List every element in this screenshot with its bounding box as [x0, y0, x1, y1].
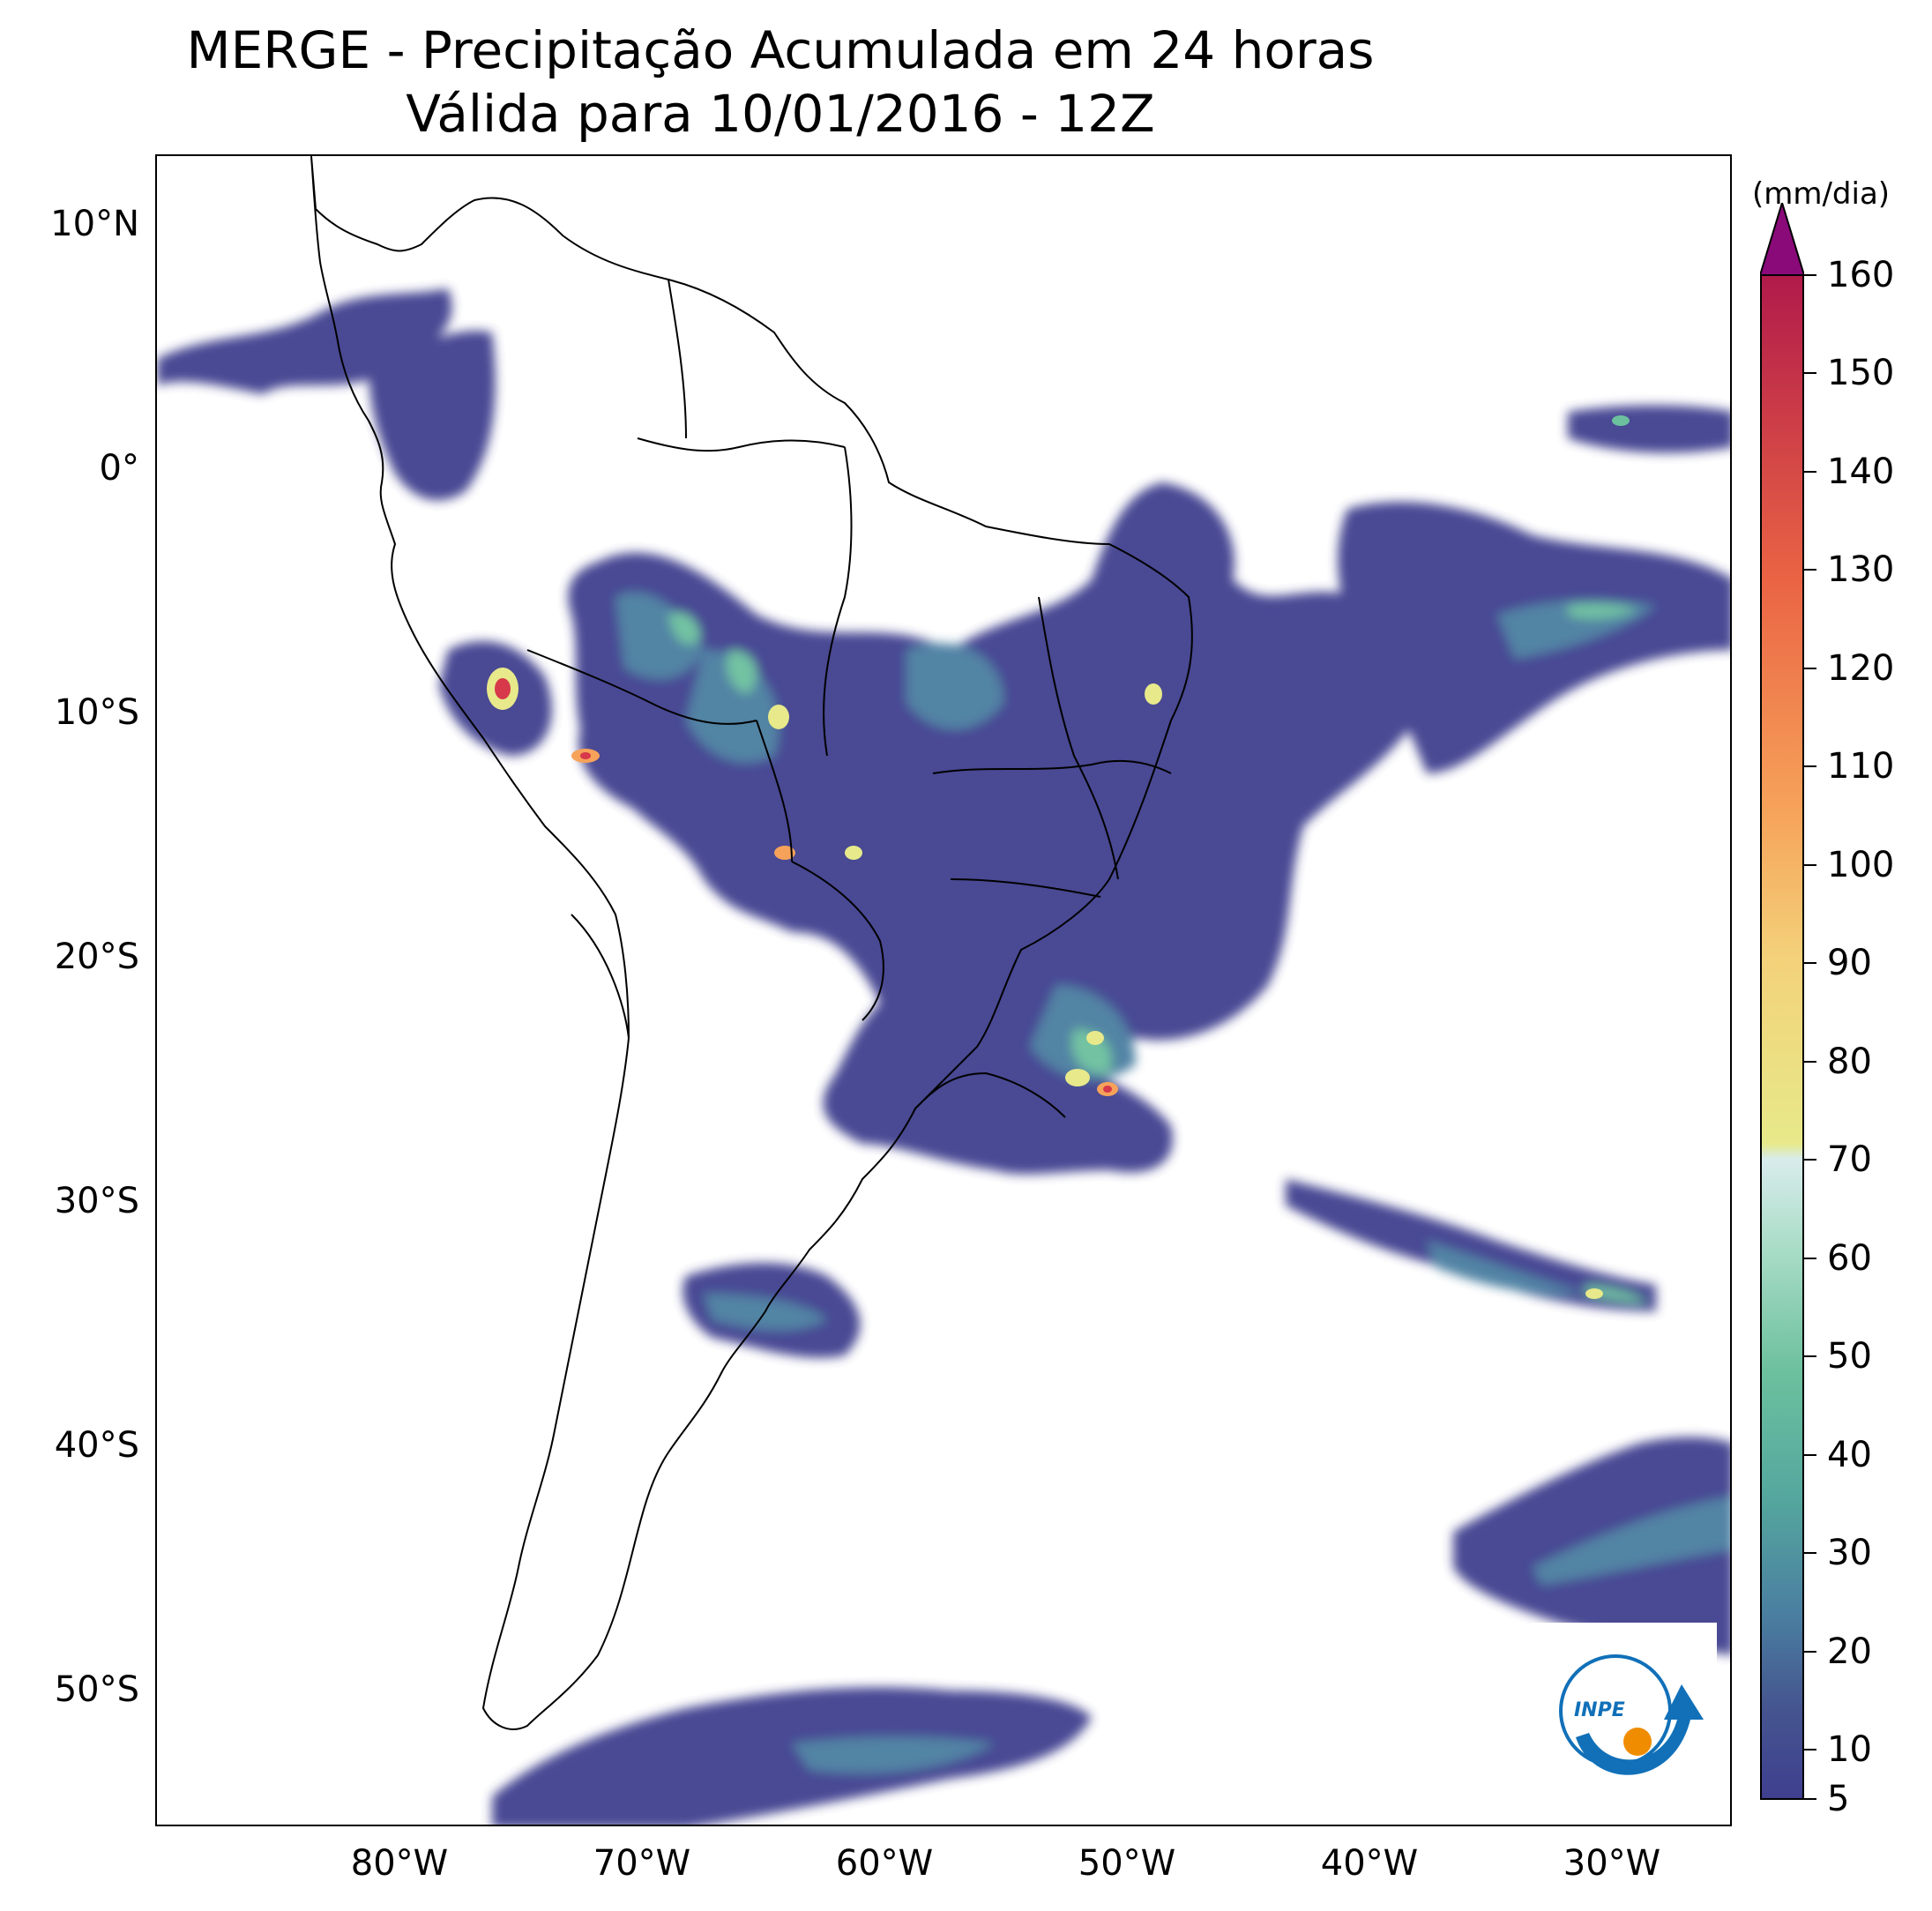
border-line-2	[526, 649, 757, 725]
colorbar-tick-mark	[1804, 1060, 1816, 1063]
colorbar-tick-label: 40	[1827, 1434, 1872, 1475]
border-line-6	[1038, 596, 1119, 880]
colorbar-tick-label: 5	[1827, 1779, 1850, 1819]
border-line-7	[932, 759, 1172, 774]
map-area	[155, 154, 1732, 1826]
inpe-logo: INPE	[1532, 1623, 1717, 1799]
colorbar-tick-mark	[1804, 274, 1816, 276]
lon-label-30w: 30°W	[1563, 1843, 1661, 1884]
lat-label-40s: 40°S	[54, 1425, 139, 1466]
lat-label-50s: 50°S	[54, 1669, 139, 1710]
colorbar-tick-mark	[1804, 1552, 1816, 1555]
colorbar-tick-label: 110	[1827, 746, 1895, 788]
colorbar-tick-label: 150	[1827, 353, 1895, 394]
colorbar-tick-mark	[1804, 1355, 1816, 1358]
colorbar-tick-label: 30	[1827, 1533, 1872, 1574]
colorbar-unit-label: (mm/dia)	[1751, 176, 1891, 212]
colorbar-tick-mark	[1804, 1798, 1816, 1800]
border-line-3	[756, 720, 793, 862]
colorbar-tick-label: 100	[1827, 844, 1895, 885]
colorbar-tick-label: 130	[1827, 549, 1895, 591]
map-title-line1: MERGE - Precipitação Acumulada em 24 hor…	[186, 20, 1375, 80]
colorbar-tick-label: 20	[1827, 1631, 1872, 1672]
rain-area-south-atlantic	[1286, 1179, 1656, 1311]
colorbar-tick-mark	[1804, 372, 1816, 375]
colorbar-tick-label: 140	[1827, 451, 1895, 492]
colorbar-tick-label: 90	[1827, 943, 1872, 984]
colorbar-tick-mark	[1804, 1453, 1816, 1456]
lat-label-30s: 30°S	[54, 1181, 139, 1221]
precipitation-map	[157, 156, 1730, 1825]
colorbar-tick-label: 160	[1827, 255, 1895, 295]
rain-area-southern-ocean	[492, 1687, 1092, 1825]
map-title-line2: Válida para 10/01/2016 - 12Z	[406, 84, 1155, 144]
border-line-9	[823, 446, 853, 757]
colorbar-tick-mark	[1804, 470, 1816, 473]
colorbar-tick-label: 50	[1827, 1336, 1872, 1377]
lon-label-50w: 50°W	[1078, 1843, 1176, 1884]
lon-label-80w: 80°W	[350, 1843, 449, 1884]
coastlines-borders	[310, 156, 1193, 1730]
colorbar-tick-label: 10	[1827, 1729, 1872, 1771]
lon-label-60w: 60°W	[835, 1843, 934, 1884]
border-line-8	[950, 878, 1101, 898]
lon-label-70w: 70°W	[593, 1843, 691, 1884]
colorbar-tick-mark	[1804, 863, 1816, 866]
lat-label-10s: 10°S	[54, 692, 139, 733]
rain-area-colombia	[369, 331, 496, 501]
colorbar	[1760, 203, 1804, 1800]
border-line-11	[571, 914, 630, 1039]
colorbar-gradient	[1760, 274, 1804, 1800]
border-line-1	[637, 437, 846, 452]
lat-label-0: 0°	[99, 448, 139, 489]
inpe-logo-text: INPE	[1574, 1699, 1625, 1721]
colorbar-tick-mark	[1804, 1159, 1816, 1161]
colorbar-tick-mark	[1804, 1650, 1816, 1653]
border-line-4	[791, 861, 884, 1021]
colorbar-tick-mark	[1804, 962, 1816, 965]
continent-outline	[310, 156, 1193, 1730]
colorbar-extend-arrow	[1760, 203, 1804, 276]
colorbar-tick-mark	[1804, 667, 1816, 669]
colorbar-tick-label: 70	[1827, 1139, 1872, 1181]
lon-label-40w: 40°W	[1320, 1843, 1419, 1884]
colorbar-tick-mark	[1804, 1749, 1816, 1751]
colorbar-tick-mark	[1804, 1257, 1816, 1259]
colorbar-tick-label: 80	[1827, 1041, 1872, 1082]
precipitation-field	[157, 288, 1730, 1825]
precipitation-peaks	[487, 415, 1630, 1299]
lat-label-20s: 20°S	[54, 937, 139, 977]
lat-label-10n: 10°N	[50, 204, 139, 244]
colorbar-tick-label: 120	[1827, 647, 1895, 689]
rain-area-amazon	[568, 482, 1415, 1049]
colorbar-tick-mark	[1804, 569, 1816, 571]
rain-area-atlantic-east	[1568, 405, 1730, 453]
border-line-5	[914, 1071, 1066, 1118]
colorbar-tick-label: 60	[1827, 1237, 1872, 1279]
border-line-10	[668, 279, 687, 439]
rain-area-south-brazil	[823, 1003, 1173, 1175]
colorbar-tick-mark	[1804, 765, 1816, 768]
